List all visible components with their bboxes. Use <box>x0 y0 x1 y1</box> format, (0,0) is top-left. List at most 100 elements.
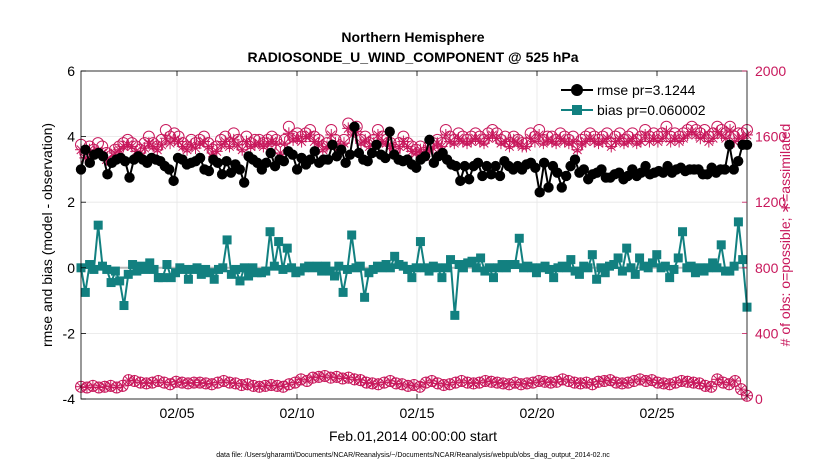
bias-point-89 <box>458 263 468 273</box>
obs-assimilated-top-point-130-stroke-3 <box>627 133 638 143</box>
obs-assimilated-top-point-67-stroke-3 <box>360 135 370 145</box>
obs-assimilated-top-point-135-stroke-3 <box>649 133 659 143</box>
obs-assimilated-top-point-145 <box>690 128 703 141</box>
obs-assimilated-bottom-point-3 <box>92 381 105 394</box>
obs-assimilated-top-point-17-stroke-3 <box>148 141 158 152</box>
plot-area <box>81 71 747 399</box>
bias-point-49 <box>287 263 297 273</box>
obs-assimilated-bottom-point-24-stroke-3 <box>219 376 229 386</box>
bias-point-147 <box>708 258 718 268</box>
obs-assimilated-bottom-point-88 <box>598 374 611 387</box>
rmse-point-37 <box>238 177 250 188</box>
rmse-point-48 <box>287 149 298 160</box>
obs-assimilated-bottom-point-76 <box>526 376 539 389</box>
obs-assimilated-bottom-point-74 <box>515 378 528 391</box>
obs-assimilated-top-point-105-stroke-3 <box>521 141 532 152</box>
obs-assimilated-top-point-151-stroke-3 <box>716 130 727 140</box>
rmse-point-57 <box>327 139 338 150</box>
obs-assimilated-top-point-138 <box>660 125 673 138</box>
y-right-tick-label-1: 400 <box>755 325 779 341</box>
rmse-point-86 <box>455 175 466 187</box>
obs-assimilated-top-point-86 <box>439 128 452 141</box>
bias-point-124 <box>609 260 619 270</box>
bias-point-1 <box>80 287 90 297</box>
y-left-tick-label-3: 2 <box>67 194 75 210</box>
y-left-tick-label-4: 4 <box>67 129 75 145</box>
obs-assimilated-top-point-32-stroke-3 <box>212 146 222 156</box>
rmse-point-69 <box>380 152 391 164</box>
obs-assimilated-bottom-point-98 <box>657 377 670 390</box>
obs-assimilated-bottom-point-27 <box>235 379 248 392</box>
obs-assimilated-top-point-42-stroke-3 <box>254 138 264 148</box>
bias-point-37 <box>235 276 245 286</box>
bias-point-58 <box>325 266 335 276</box>
rmse-point-67 <box>371 139 382 150</box>
obs-assimilated-top-point-114-stroke-3 <box>559 136 570 147</box>
obs-assimilated-bottom-point-17 <box>176 376 189 389</box>
bias-point-9 <box>115 276 125 286</box>
obs-assimilated-bottom-point-65 <box>461 376 474 389</box>
obs-assimilated-top-point-39-stroke-3 <box>241 136 252 147</box>
bias-point-126 <box>617 266 627 276</box>
obs-assimilated-top-point-153 <box>724 124 737 137</box>
obs-assimilated-bottom-point-48 <box>360 376 373 389</box>
obs-assimilated-bottom-point-49 <box>366 377 379 390</box>
obs-assimilated-top-point-36-stroke-3 <box>229 135 239 145</box>
obs-assimilated-top-point-97-stroke-3 <box>487 130 498 140</box>
data-file-footnote: data file: /Users/gharamti/Documents/NCA… <box>216 452 610 459</box>
obs-assimilated-bottom-point-61-stroke-3 <box>439 380 449 390</box>
bias-point-20 <box>162 260 172 270</box>
rmse-point-42 <box>261 157 272 169</box>
obs-assimilated-bottom-point-74-stroke-3 <box>516 379 526 389</box>
obs-assimilated-top-point-140-stroke-3 <box>670 133 680 143</box>
rmse-point-10 <box>119 156 131 167</box>
bias-point-34 <box>222 235 232 245</box>
bias-point-22 <box>171 268 181 278</box>
rmse-point-106 <box>543 182 554 193</box>
x-tick-label-1: 02/10 <box>279 405 314 421</box>
obs-assimilated-top-point-127-stroke-3 <box>615 133 625 143</box>
bias-point-48 <box>282 243 292 253</box>
obs-assimilated-bottom-point-77 <box>532 374 545 387</box>
obs-assimilated-bottom-point-47-stroke-3 <box>355 375 366 385</box>
obs-assimilated-top-point-117-stroke-3 <box>572 145 582 155</box>
obs-assimilated-top-point-54-stroke-3 <box>305 130 315 140</box>
y-left-tick-label-2: 0 <box>67 260 75 276</box>
rmse-point-52 <box>305 154 316 165</box>
rmse-point-109 <box>556 182 567 193</box>
obs-assimilated-bottom-point-45-stroke-3 <box>343 373 354 383</box>
rmse-point-65 <box>362 156 373 167</box>
obs-assimilated-bottom-point-59-stroke-3 <box>427 376 437 386</box>
bias-point-128 <box>626 263 636 273</box>
legend-rmse-marker <box>571 84 583 96</box>
obs-assimilated-bottom-point-108 <box>717 376 730 389</box>
rmse-point-70 <box>384 126 395 137</box>
ticks: 02/05 02/10 02/15 02/20 02/25 -4 -2 0 2 4 6 0 400 800… <box>63 63 787 421</box>
obs-assimilated-top-point-56-stroke-3 <box>313 138 324 148</box>
series-bias <box>76 217 752 320</box>
obs-assimilated-bottom-point-84 <box>574 377 587 390</box>
x-tick-label-4: 02/25 <box>639 405 674 421</box>
obs-assimilated-top-point-108-stroke-3 <box>534 130 544 140</box>
obs-assimilated-top-point-73-stroke-3 <box>386 141 396 152</box>
rmse-point-110 <box>560 170 572 182</box>
obs-assimilated-bottom-point-75 <box>520 377 533 390</box>
obs-assimilated-bottom-point-93-stroke-3 <box>629 376 639 386</box>
rmse-point-34 <box>225 167 237 178</box>
obs-assimilated-top-point-138-stroke-3 <box>661 127 671 137</box>
obs-assimilated-bottom-point-64-stroke-3 <box>456 376 467 386</box>
obs-assimilated-bottom-point-52-stroke-3 <box>385 376 395 386</box>
bias-point-17 <box>149 264 159 274</box>
rmse-point-88 <box>463 174 475 185</box>
obs-assimilated-top-point-86-stroke-3 <box>441 130 451 140</box>
legend-rmse-label: rmse pr=3.1244 <box>597 82 696 98</box>
obs-assimilated-bottom-point-91 <box>616 377 629 390</box>
bias-point-92 <box>471 263 481 273</box>
obs-assimilated-bottom-point-95 <box>639 374 652 387</box>
obs-assimilated-top-point-54 <box>304 128 317 141</box>
bias-point-47 <box>278 264 288 274</box>
bias-point-11 <box>123 269 133 279</box>
obs-assimilated-top-point-35 <box>223 140 236 153</box>
obs-assimilated-top-point-78-stroke-3 <box>407 146 417 156</box>
bias-point-146 <box>703 263 713 273</box>
